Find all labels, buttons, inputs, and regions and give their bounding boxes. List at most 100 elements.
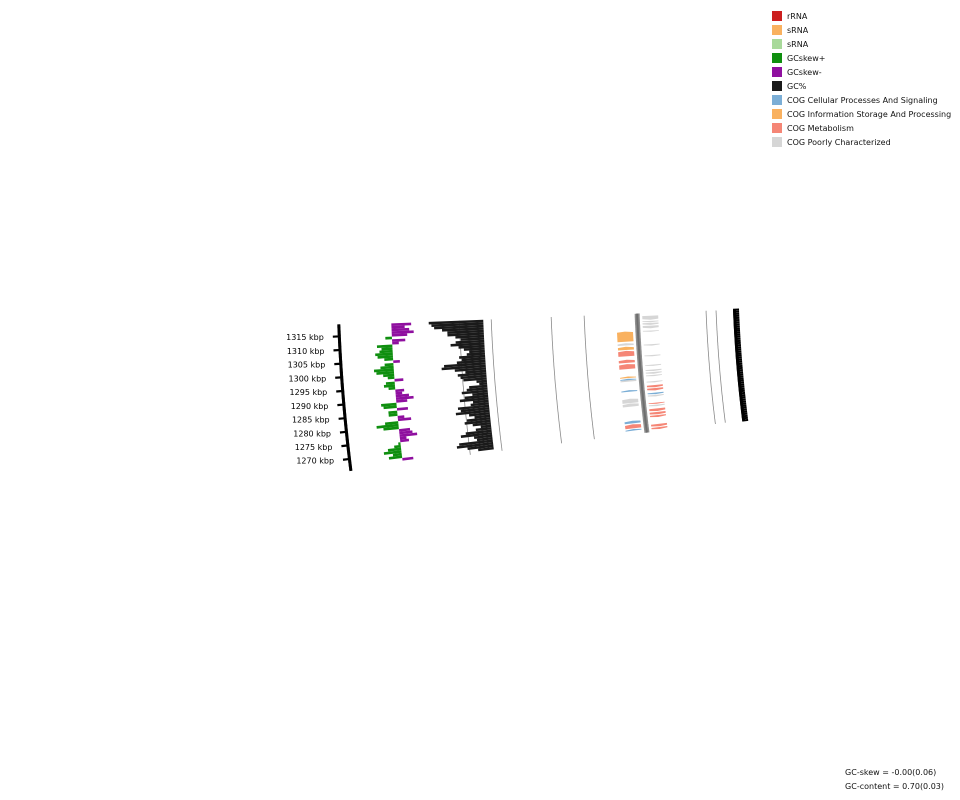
gene-reverse-11	[646, 380, 663, 383]
inner-tick	[737, 381, 745, 385]
gc-bin-5	[473, 434, 493, 440]
gene-reverse-0	[651, 426, 668, 430]
gene-reverse-7	[647, 394, 664, 397]
legend-swatch-cog-cellular	[772, 95, 782, 105]
guide-ring-1	[490, 319, 503, 451]
legend-swatch-cog-poorly	[772, 137, 782, 147]
gc-bin-35	[456, 359, 486, 365]
inner-tick	[738, 387, 745, 391]
inner-tick	[741, 412, 748, 416]
gene-reverse-5	[648, 403, 665, 407]
skew-bin-40	[375, 352, 393, 357]
gene-forward-3	[622, 403, 639, 408]
gc-bin-19	[472, 399, 489, 404]
legend-label-gcskew-plus: GCskew+	[787, 53, 826, 63]
legend-label-cog-information: COG Information Storage And Processing	[787, 109, 952, 119]
gc-bin-14	[468, 412, 490, 417]
gc-bin-29	[460, 374, 487, 380]
inner-tick	[738, 385, 745, 389]
skew-bin-20	[383, 405, 397, 410]
gc-bin-6	[460, 431, 493, 438]
gc-bin-22	[472, 392, 489, 396]
guide-ring-3	[583, 315, 595, 440]
gc-bin-3	[459, 439, 493, 446]
gc-bin-28	[463, 377, 487, 382]
gene-reverse-16	[644, 354, 661, 357]
legend-swatch-srna-green	[772, 39, 782, 49]
gene-reverse-17	[643, 343, 660, 346]
legend-item-cog-poorly: COG Poorly Characterized	[772, 135, 951, 149]
tick-label-1315: 1315 kbp	[286, 333, 324, 342]
skew-bin-48	[391, 330, 414, 334]
skew-bin-24	[395, 393, 410, 398]
gc-bin-7	[465, 429, 492, 435]
gc-bin-9	[480, 424, 492, 429]
gene-reverse-20	[642, 322, 659, 325]
inner-tick	[742, 418, 749, 422]
gc-skew-stat: GC-skew = -0.00(0.06)	[845, 766, 944, 780]
inner-tick	[739, 393, 746, 397]
gene-reverse-8	[647, 391, 664, 395]
skew-bin-42	[381, 347, 393, 351]
gene-forward-13	[617, 343, 634, 346]
gene-forward-9	[619, 364, 636, 370]
legend-swatch-rrna	[772, 11, 782, 21]
gc-bin-36	[461, 357, 486, 362]
skew-bin-11	[398, 427, 411, 432]
gene-reverse-4	[649, 407, 666, 412]
gc-bin-4	[476, 436, 493, 442]
gene-forward-12	[617, 346, 634, 351]
tick-label-1310: 1310 kbp	[287, 347, 325, 356]
gene-forward-6	[620, 379, 637, 383]
legend-label-cog-cellular: COG Cellular Processes And Signaling	[787, 95, 938, 105]
skew-bin-2	[392, 452, 402, 457]
major-tick	[338, 416, 347, 420]
gc-bin-25	[469, 384, 488, 389]
skew-bin-0	[402, 456, 414, 461]
legend-label-cog-poorly: COG Poorly Characterized	[787, 137, 891, 147]
gc-content-label: GC-content =	[845, 782, 903, 791]
skew-bin-46	[385, 336, 393, 340]
gc-bin-24	[466, 387, 488, 392]
gene-reverse-18	[642, 330, 659, 332]
legend-label-gcskew-minus: GCskew-	[787, 67, 822, 77]
gc-content-stat: GC-content = 0.70(0.03)	[845, 780, 944, 794]
skew-bin-50	[391, 325, 405, 329]
skew-bin-19	[396, 406, 409, 411]
legend-item-gcskew-minus: GCskew-	[772, 65, 951, 79]
inner-tick	[738, 383, 745, 387]
gc-bin-47	[447, 329, 484, 334]
inner-tick	[739, 396, 746, 399]
guide-ring-4	[705, 310, 716, 425]
gene-forward-14	[617, 331, 634, 343]
major-tick	[339, 430, 349, 434]
guide-ring-2	[550, 317, 562, 444]
skew-bin-30	[394, 378, 404, 382]
gc-bin-8	[475, 426, 492, 432]
tick-label-1305: 1305 kbp	[288, 361, 326, 370]
legend-label-srna-green: sRNA	[787, 39, 809, 49]
gc-bin-49	[434, 324, 484, 330]
legend-item-cog-metabolism: COG Metabolism	[772, 121, 951, 135]
inner-tick	[741, 416, 749, 420]
skew-bin-23	[395, 395, 414, 401]
gc-bin-45	[455, 334, 485, 339]
inner-tick	[739, 398, 746, 401]
inner-tick	[737, 379, 744, 382]
inner-tick	[740, 406, 747, 410]
inner-tick	[740, 404, 747, 408]
gc-bin-17	[457, 404, 490, 411]
gene-reverse-2	[650, 414, 666, 418]
gene-reverse-19	[642, 325, 659, 329]
gc-bin-0	[478, 446, 494, 452]
gc-bin-32	[454, 367, 487, 372]
skew-bin-43	[376, 344, 393, 349]
gene-reverse-21	[642, 320, 659, 323]
gene-reverse-13	[645, 371, 662, 374]
gene-forward-0	[625, 428, 642, 432]
gene-reverse-10	[646, 384, 663, 388]
legend-swatch-gcskew-plus	[772, 53, 782, 63]
legend-item-srna-green: sRNA	[772, 37, 951, 51]
gc-bin-37	[459, 354, 486, 359]
skew-bin-10	[399, 430, 413, 435]
